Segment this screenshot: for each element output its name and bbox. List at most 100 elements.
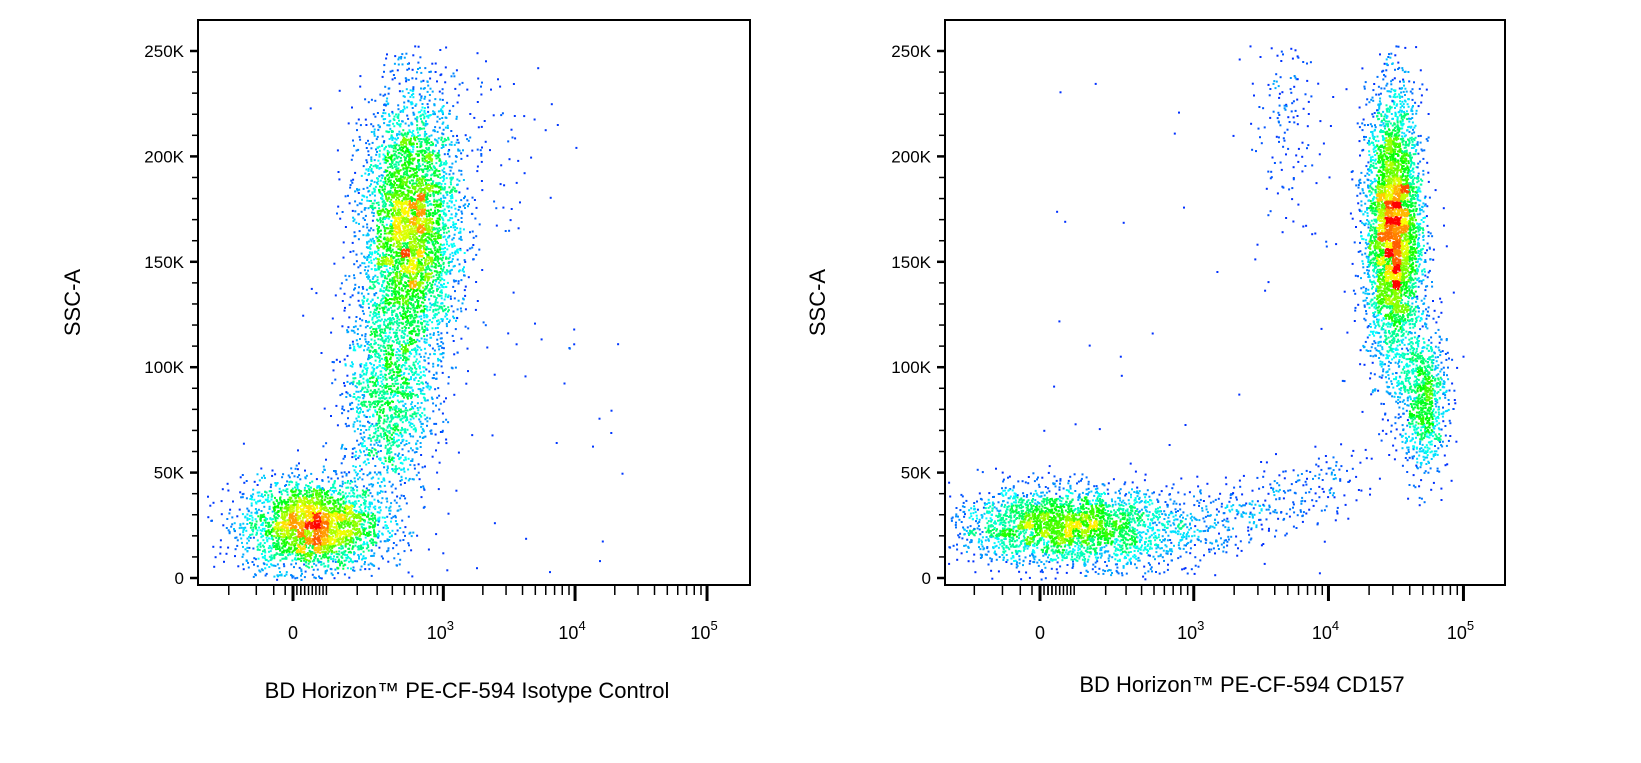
- event-dot: [370, 549, 373, 552]
- event-dot: [392, 298, 395, 301]
- event-dot: [285, 484, 288, 486]
- event-dot: [408, 242, 411, 245]
- event-dot: [378, 354, 380, 357]
- event-dot: [304, 504, 307, 507]
- event-dot: [319, 527, 322, 530]
- event-dot: [350, 530, 353, 533]
- event-dot: [299, 517, 302, 520]
- event-dot: [385, 232, 388, 235]
- event-dot: [261, 529, 263, 532]
- event-dot: [397, 161, 400, 164]
- event-dot: [422, 239, 425, 242]
- event-dot: [294, 557, 297, 560]
- event-dot: [326, 552, 329, 555]
- event-dot: [464, 308, 467, 311]
- event-dot: [344, 306, 346, 309]
- event-dot: [287, 474, 290, 477]
- event-dot: [452, 186, 455, 189]
- event-dot: [385, 277, 388, 280]
- event-dot: [420, 213, 423, 216]
- event-dot: [338, 538, 341, 541]
- event-dot: [343, 507, 346, 510]
- event-dot: [288, 524, 291, 527]
- event-dot: [408, 186, 411, 189]
- event-dot: [364, 496, 367, 499]
- event-dot: [319, 520, 322, 523]
- event-dot: [415, 136, 418, 139]
- event-dot: [341, 491, 344, 494]
- event-dot: [441, 270, 444, 273]
- event-dot: [463, 252, 466, 254]
- event-dot: [318, 519, 321, 522]
- event-dot: [324, 570, 327, 573]
- event-dot: [352, 566, 355, 569]
- event-dot: [405, 246, 407, 249]
- event-dot: [246, 542, 249, 545]
- event-dot: [282, 516, 285, 519]
- event-dot: [356, 538, 358, 541]
- event-dot: [394, 182, 397, 185]
- event-dot: [431, 291, 434, 294]
- event-dot: [313, 501, 316, 504]
- event-dot: [458, 248, 460, 251]
- event-dot: [308, 494, 311, 497]
- event-dot: [394, 533, 397, 536]
- event-dot: [274, 564, 277, 567]
- event-dot: [246, 519, 249, 522]
- event-dot: [373, 159, 376, 162]
- event-dot: [425, 253, 428, 255]
- event-dot: [299, 535, 302, 538]
- event-dot: [431, 347, 434, 350]
- event-dot: [246, 546, 249, 549]
- event-dot: [337, 501, 340, 504]
- event-dot: [308, 522, 311, 525]
- event-dot: [349, 538, 352, 541]
- event-dot: [348, 516, 351, 519]
- event-dot: [420, 315, 423, 318]
- event-dot: [451, 260, 453, 263]
- event-dot: [331, 550, 334, 552]
- event-dot: [405, 143, 408, 146]
- event-dot: [365, 487, 368, 490]
- event-dot: [463, 289, 466, 292]
- event-dot: [257, 557, 260, 560]
- event-dot: [387, 173, 390, 176]
- event-dot: [288, 543, 291, 546]
- event-dot: [348, 576, 351, 579]
- event-dot: [355, 524, 358, 527]
- event-dot: [270, 554, 273, 557]
- event-dot: [288, 481, 291, 483]
- event-dot: [347, 547, 350, 550]
- event-dot: [392, 251, 395, 254]
- event-dot: [307, 485, 310, 487]
- event-dot: [293, 545, 296, 547]
- event-dot: [420, 392, 422, 395]
- event-dot: [316, 536, 319, 539]
- event-dot: [371, 563, 374, 566]
- event-dot: [314, 511, 316, 514]
- event-dot: [407, 190, 410, 193]
- event-dot: [306, 552, 309, 554]
- event-dot: [359, 138, 362, 141]
- event-dot: [417, 303, 420, 306]
- event-dot: [296, 552, 299, 555]
- event-dot: [303, 498, 306, 501]
- event-dot: [296, 535, 299, 538]
- event-dot: [317, 547, 320, 550]
- event-dot: [263, 519, 266, 522]
- event-dot: [313, 506, 316, 509]
- event-dot: [400, 221, 403, 224]
- event-dot: [426, 195, 428, 198]
- event-dot: [366, 531, 368, 534]
- event-dot: [387, 92, 390, 95]
- event-dot: [295, 488, 298, 491]
- event-dot: [337, 537, 340, 540]
- event-dot: [270, 530, 273, 533]
- event-dot: [295, 526, 298, 528]
- event-dot: [442, 128, 445, 131]
- event-dot: [337, 532, 340, 535]
- event-dot: [359, 538, 362, 541]
- event-dot: [244, 526, 247, 529]
- event-dot: [260, 493, 263, 496]
- event-dot: [339, 564, 341, 567]
